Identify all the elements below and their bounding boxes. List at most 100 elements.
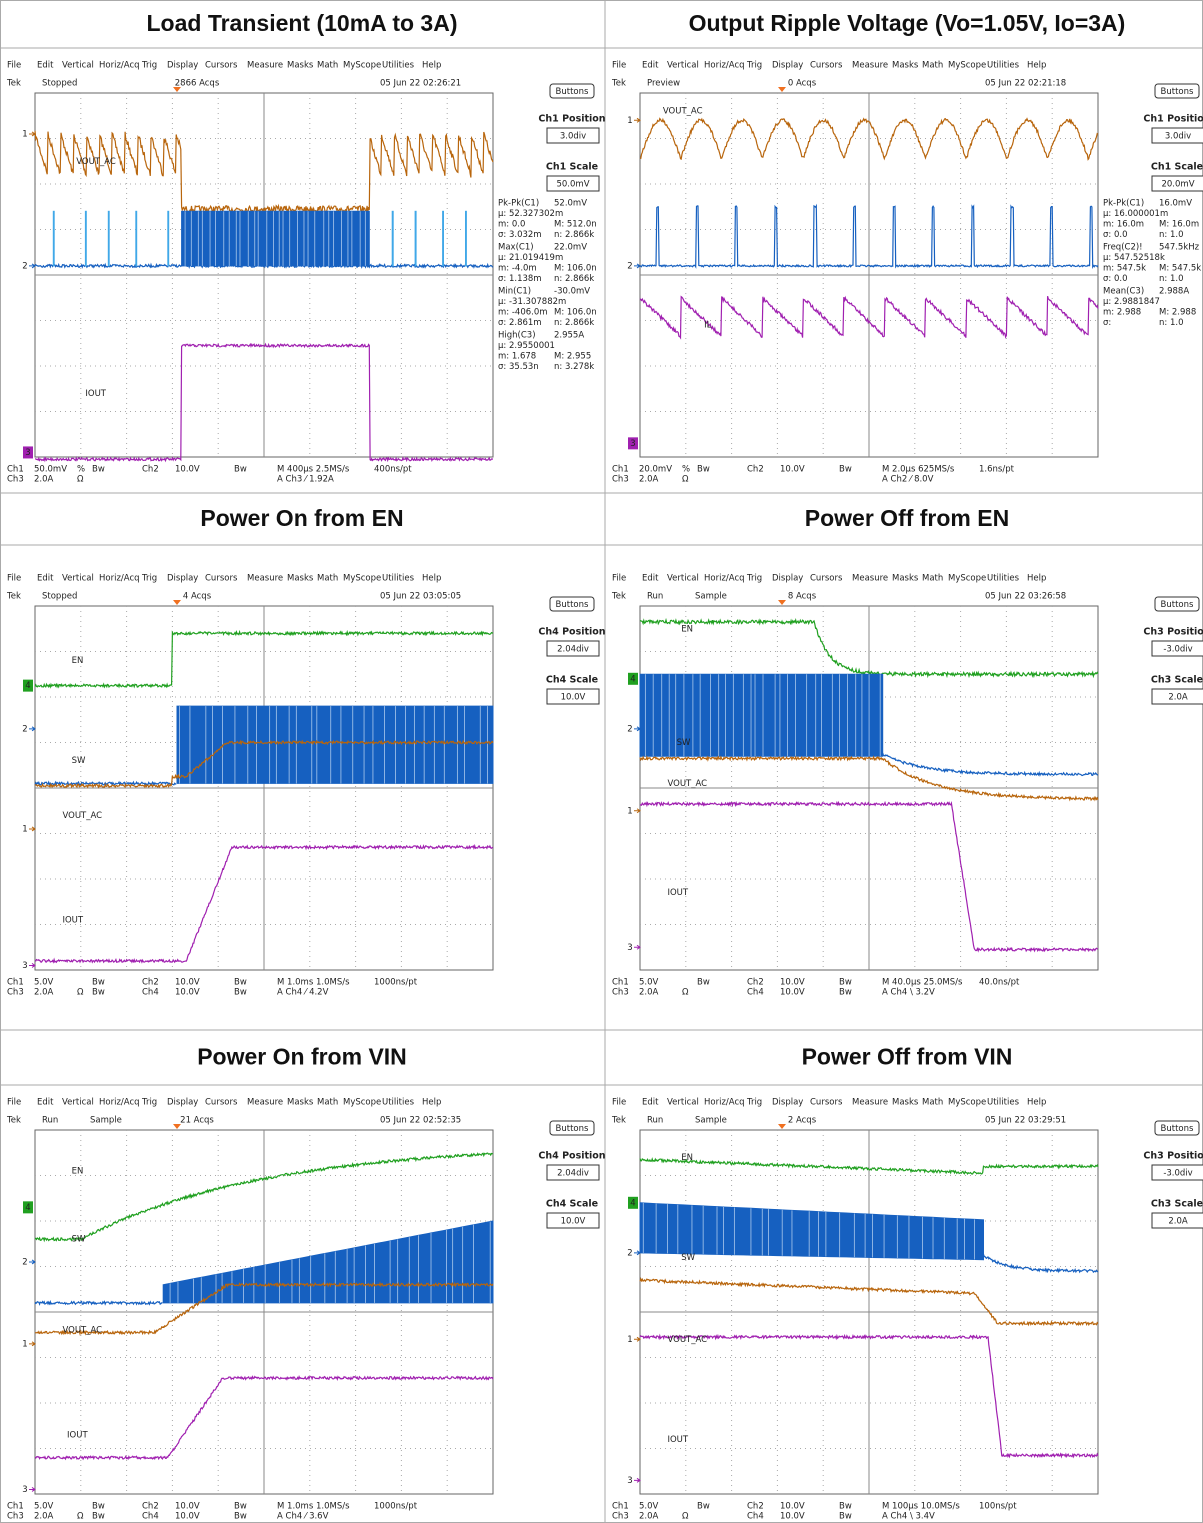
readout: 2.0A [639, 475, 659, 485]
trace-label: VOUT_AC [667, 779, 707, 789]
status-tek: Tek [611, 79, 626, 89]
readout: 10.0V [175, 465, 200, 475]
scale-value: 20.0mV [1161, 180, 1194, 190]
readout: 1000ns/pt [374, 1502, 418, 1512]
readout: Ch2 [142, 465, 159, 475]
menu-item: Help [1027, 1098, 1046, 1108]
readout: Ch2 [142, 1502, 159, 1512]
menu-item: Utilities [382, 1098, 415, 1108]
status-acqs: 8 Acqs [788, 592, 817, 602]
trace-label: VOUT_AC [663, 107, 703, 117]
readout: A Ch4 \ 3.4V [882, 1512, 935, 1522]
menu-item: MyScope [948, 1098, 986, 1108]
channel-arrow [634, 809, 640, 813]
menu-item: Help [422, 574, 441, 584]
readout: Ω [77, 1512, 84, 1522]
readout: % [682, 465, 690, 475]
trace-label: EN [681, 624, 693, 634]
measurement: µ: 16.000001m [1103, 209, 1168, 219]
menu-item: Trig [141, 574, 157, 584]
menu-item: Utilities [987, 574, 1020, 584]
trace-label: EN [681, 1153, 693, 1163]
readout: Bw [234, 1502, 247, 1512]
measurement: Freq(C2)! [1103, 243, 1143, 253]
readout: Bw [839, 465, 852, 475]
menu-item: Display [772, 574, 803, 584]
menu-item: Measure [247, 1098, 283, 1108]
channel-marker: 4 [25, 681, 30, 691]
menu-item: Masks [892, 1098, 919, 1108]
menu-item: Help [1027, 61, 1046, 71]
readout: Bw [234, 988, 247, 998]
menu-item: Cursors [205, 1098, 238, 1108]
position-label: Ch3 Position [1143, 1151, 1203, 1162]
scale-value: 50.0mV [556, 180, 589, 190]
measurement: Pk-Pk(C1) [1103, 199, 1144, 209]
status-mode: Sample [90, 1116, 122, 1126]
readout: Ch3 [7, 1512, 24, 1522]
menu-item: MyScope [343, 574, 381, 584]
readout: 2.0A [34, 988, 54, 998]
channel-arrow [634, 727, 640, 731]
readout: Ch2 [747, 978, 764, 988]
readout: 100ns/pt [979, 1502, 1017, 1512]
menu-item: Edit [37, 574, 54, 584]
menu-item: Trig [746, 574, 762, 584]
readout: Ch2 [747, 1502, 764, 1512]
readout: Ch4 [747, 988, 764, 998]
position-value: 3.0div [560, 132, 586, 142]
measurement: n: 2.866k [554, 230, 594, 240]
readout: Ch3 [612, 988, 629, 998]
menu-item: Utilities [382, 61, 415, 71]
trace-label: VOUT_AC [667, 1335, 707, 1345]
readout: Ch1 [612, 978, 629, 988]
menu-item: Measure [852, 1098, 888, 1108]
menu-item: Vertical [667, 61, 699, 71]
readout: Bw [697, 978, 710, 988]
readout: Bw [839, 988, 852, 998]
channel-marker: 4 [25, 1203, 30, 1213]
channel-marker: 3 [627, 943, 632, 953]
waveform-fill [108, 211, 109, 266]
position-label: Ch4 Position [538, 1151, 605, 1162]
measurement: σ: 35.53n [498, 362, 539, 372]
trace-label: VOUT_AC [62, 811, 102, 821]
status-date: 05 Jun 22 02:26:21 [380, 79, 461, 89]
menu-item: MyScope [948, 574, 986, 584]
measurement: n: 2.866k [554, 318, 594, 328]
menu-item: Cursors [205, 574, 238, 584]
readout: 10.0V [175, 978, 200, 988]
position-label: Ch3 Position [1143, 627, 1203, 638]
buttons-label: Buttons [556, 600, 589, 610]
measurement: µ: 2.9881847 [1103, 297, 1160, 307]
readout: Ch1 [7, 978, 24, 988]
readout: 2.0A [639, 1512, 659, 1522]
readout: Bw [234, 978, 247, 988]
readout: A Ch2 ⁄ 8.0V [882, 475, 934, 485]
readout: 5.0V [639, 978, 659, 988]
status-acqs: 2866 Acqs [175, 79, 220, 89]
trace-label: IOUT [67, 1430, 88, 1440]
status-state: Run [42, 1116, 58, 1126]
measurement: 52.0mV [554, 199, 587, 209]
trace-label: IOUT [62, 915, 83, 925]
channel-marker: 3 [22, 1485, 27, 1495]
measurement: σ: 0.0 [1103, 230, 1127, 240]
readout: Ch3 [7, 988, 24, 998]
measurement: µ: 52.327302m [498, 209, 563, 219]
readout: Ch1 [7, 465, 24, 475]
trace-label: VOUT_AC [76, 157, 116, 167]
scale-label: Ch1 Scale [546, 162, 598, 173]
readout: M 400µs 2.5MS/s [277, 465, 350, 475]
status-tek: Tek [611, 1116, 626, 1126]
channel-marker: 1 [22, 129, 27, 139]
readout: Bw [92, 1512, 105, 1522]
menu-item: Help [422, 61, 441, 71]
channel-arrow [29, 1260, 35, 1264]
channel-arrow [634, 1251, 640, 1255]
readout: 5.0V [34, 1502, 54, 1512]
menu-item: MyScope [948, 61, 986, 71]
measurement: µ: 547.52518k [1103, 253, 1165, 263]
scope-screen: FileEditVerticalHoriz/AcqTrigDisplayCurs… [6, 1098, 606, 1522]
measurement: σ: 0.0 [1103, 274, 1127, 284]
